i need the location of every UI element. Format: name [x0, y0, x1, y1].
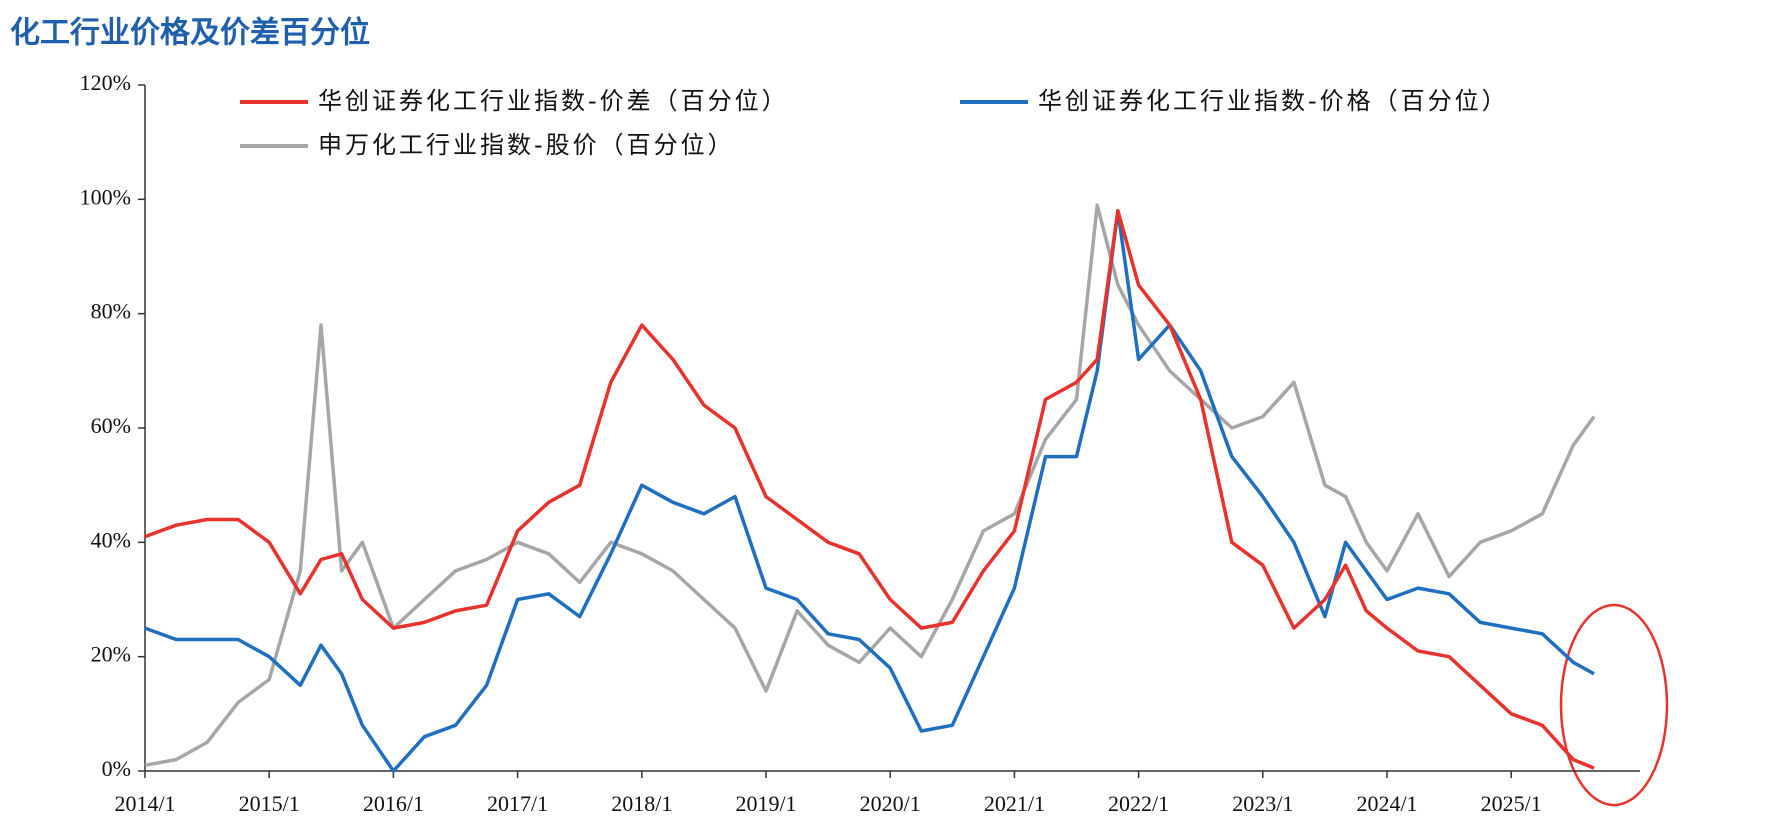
- x-tick-label: 2018/1: [611, 791, 672, 816]
- y-tick-label: 100%: [80, 184, 131, 209]
- x-tick-label: 2021/1: [984, 791, 1045, 816]
- x-tick-label: 2022/1: [1108, 791, 1169, 816]
- x-tick-label: 2014/1: [114, 791, 175, 816]
- x-tick-label: 2020/1: [860, 791, 921, 816]
- x-tick-label: 2024/1: [1356, 791, 1417, 816]
- chart-title: 化工行业价格及价差百分位: [10, 16, 370, 51]
- series-line: [144, 209, 1595, 770]
- y-tick-label: 40%: [91, 527, 131, 552]
- x-tick-label: 2015/1: [239, 791, 300, 816]
- x-tick-label: 2023/1: [1232, 791, 1293, 816]
- legend-label: 华创证券化工行业指数-价格（百分位）: [1038, 87, 1509, 115]
- y-tick-label: 0%: [102, 756, 131, 781]
- series-line: [144, 203, 1596, 768]
- x-tick-label: 2017/1: [487, 791, 548, 816]
- y-tick-label: 80%: [91, 299, 131, 324]
- legend-label: 华创证券化工行业指数-价差（百分位）: [318, 87, 789, 115]
- legend-label: 申万化工行业指数-股价（百分位）: [318, 131, 735, 159]
- x-tick-label: 2025/1: [1481, 791, 1542, 816]
- x-tick-label: 2019/1: [735, 791, 796, 816]
- y-tick-label: 60%: [91, 413, 131, 438]
- x-tick-label: 2016/1: [363, 791, 424, 816]
- y-tick-label: 120%: [80, 70, 131, 95]
- series-line: [144, 209, 1595, 773]
- y-tick-label: 20%: [91, 642, 131, 667]
- highlight-circle: [1559, 603, 1669, 807]
